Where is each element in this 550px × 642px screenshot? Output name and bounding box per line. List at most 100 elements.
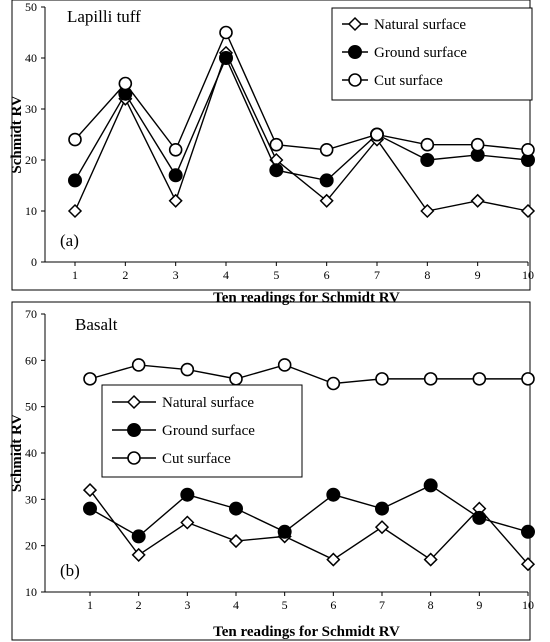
legend: Natural surface Ground surface Cut surface: [101, 384, 303, 478]
legend-label: Natural surface: [162, 395, 254, 411]
data-point: [68, 173, 82, 188]
chart-title: Basalt: [75, 315, 118, 334]
data-point: [83, 372, 97, 386]
chart-panel-1: 0 10 20 30 40 50 1 2 3 4 5 6 7 8 9 10 Ten readings for S…: [9, 0, 536, 306]
x-tick-label: 4: [233, 598, 239, 612]
legend-item: Natural surface: [112, 394, 254, 411]
legend-label: Ground surface: [162, 423, 255, 439]
y-tick-label: 70: [25, 307, 37, 321]
legend-marker: [127, 451, 141, 465]
data-point: [420, 137, 435, 152]
x-tick-label: 7: [374, 268, 380, 282]
series-cut-surface: [68, 25, 535, 157]
y-tick-label: 50: [25, 0, 37, 14]
legend-item: Ground surface: [342, 45, 467, 61]
data-point: [423, 478, 438, 493]
series-line: [89, 364, 528, 385]
x-tick-label: 6: [330, 598, 336, 612]
legend-label: Cut surface: [374, 73, 443, 89]
x-tick-label: 6: [324, 268, 330, 282]
data-point: [229, 372, 243, 386]
data-point: [326, 376, 341, 391]
series-line: [74, 56, 529, 182]
data-point: [472, 510, 487, 525]
panel-label: (b): [60, 561, 80, 580]
legend-item: Ground surface: [112, 423, 255, 439]
legend-marker: [348, 73, 362, 87]
x-tick-label: 3: [184, 598, 190, 612]
data-point: [370, 127, 384, 142]
data-point: [423, 552, 438, 567]
legend-label: Cut surface: [162, 451, 231, 467]
data-point: [521, 372, 535, 386]
series-line: [89, 489, 529, 565]
data-point: [472, 372, 487, 386]
series-line: [74, 51, 529, 212]
legend: Natural surface Ground surface Cut surface: [331, 7, 533, 101]
y-tick-label: 50: [25, 400, 37, 414]
x-tick-label: 10: [522, 598, 534, 612]
data-point: [168, 193, 183, 208]
x-tick-label: 2: [136, 598, 142, 612]
legend-item: Cut surface: [112, 451, 231, 467]
legend-item: Natural surface: [342, 16, 466, 33]
data-point: [319, 173, 334, 188]
data-point: [269, 163, 284, 178]
legend-label: Ground surface: [374, 45, 467, 61]
data-point: [168, 143, 183, 157]
data-point: [520, 557, 536, 572]
x-tick-label: 8: [428, 598, 434, 612]
x-tick-label: 5: [273, 268, 279, 282]
series-line: [74, 30, 529, 152]
x-tick-label: 9: [475, 268, 481, 282]
x-axis-label: Ten readings for Schmidt RV: [213, 624, 400, 640]
data-point: [374, 520, 390, 535]
data-point: [67, 203, 83, 219]
x-tick-label: 4: [223, 268, 229, 282]
data-point: [269, 137, 284, 152]
series-line: [89, 484, 529, 538]
y-tick-label: 30: [25, 492, 37, 506]
y-tick-label: 40: [25, 446, 37, 460]
chart-frame: [11, 301, 531, 641]
data-point: [375, 501, 389, 516]
chart-panel-2: 10 20 30 40 50 60 70 1 2 3 4 5 6 7 8 9 10 Ten readings fo…: [9, 301, 536, 641]
y-tick-label: 0: [31, 255, 37, 269]
data-point: [420, 153, 435, 167]
data-point: [131, 529, 146, 544]
y-tick-label: 60: [25, 353, 37, 367]
data-point: [521, 524, 535, 539]
y-tick-label: 20: [25, 153, 37, 167]
data-point: [420, 203, 435, 219]
y-tick-label: 10: [25, 204, 37, 218]
chart-title: Lapilli tuff: [67, 7, 141, 26]
data-point: [470, 137, 485, 152]
data-point: [326, 552, 341, 567]
y-tick-label: 20: [25, 539, 37, 553]
data-point: [319, 143, 334, 157]
y-tick-label: 40: [25, 51, 37, 65]
y-tick-label: 30: [25, 102, 37, 116]
data-point: [180, 362, 195, 377]
data-point: [131, 358, 146, 372]
x-tick-label: 8: [424, 268, 430, 282]
legend-marker: [348, 45, 362, 59]
legend-marker: [347, 16, 363, 32]
data-point: [131, 547, 146, 562]
data-point: [180, 515, 195, 530]
data-point: [319, 193, 334, 208]
data-point: [83, 501, 97, 516]
x-tick-label: 1: [72, 268, 78, 282]
legend-label: Natural surface: [374, 17, 466, 33]
series-ground-surface: [83, 478, 535, 544]
x-tick-label: 1: [87, 598, 93, 612]
data-point: [228, 533, 244, 549]
y-tick-label: 10: [25, 585, 37, 599]
data-point: [277, 358, 292, 372]
data-point: [68, 132, 82, 147]
series-ground-surface: [68, 51, 535, 188]
data-point: [423, 372, 438, 386]
data-point: [326, 487, 341, 502]
data-point: [470, 193, 485, 208]
x-tick-label: 3: [173, 268, 179, 282]
